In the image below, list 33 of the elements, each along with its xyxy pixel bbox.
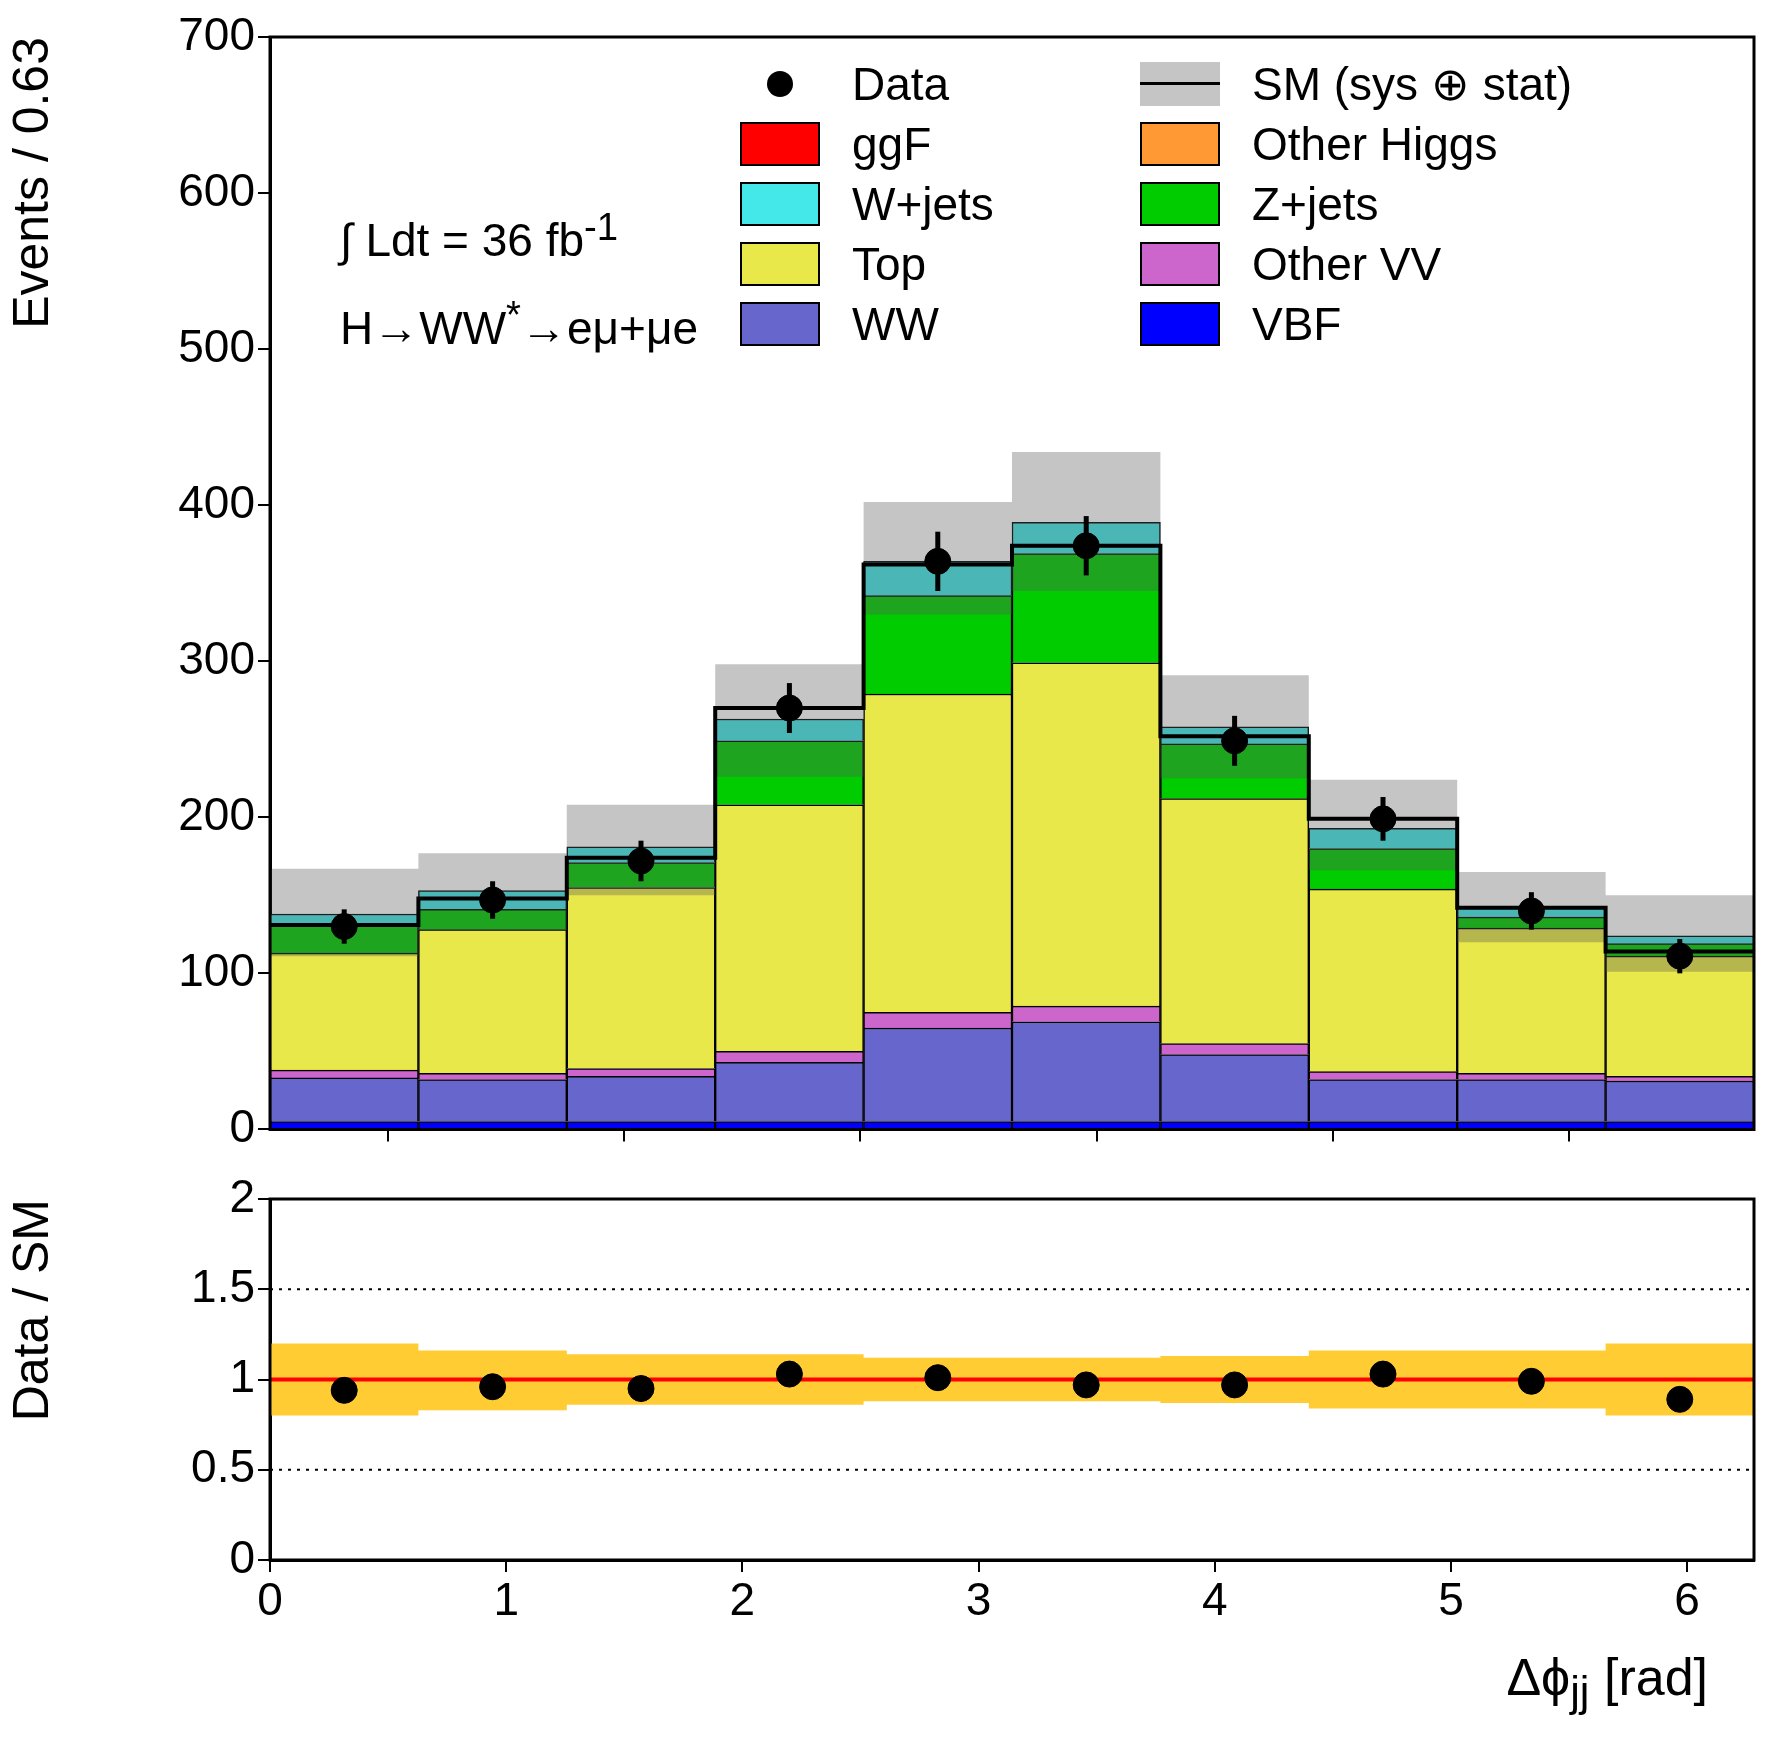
legend-label: ggF (852, 117, 932, 171)
y-tick-label: 0.5 (191, 1440, 255, 1493)
y-tick-label: 1.5 (191, 1259, 255, 1312)
annotation: H→WW$^{*}$→eμ+μe (340, 293, 699, 356)
y-tick-label: 2 (229, 1169, 255, 1222)
legend-label: VBF (1252, 297, 1342, 351)
x-tick-label: 3 (965, 1573, 992, 1626)
y-tick-label: 100 (178, 944, 255, 997)
y-tick-label: 700 (178, 7, 255, 60)
legend-label: Z+jets (1252, 177, 1379, 231)
y-tick-label: 500 (178, 319, 255, 372)
x-tick-label: 2 (729, 1573, 756, 1626)
y-tick-label: 400 (178, 475, 255, 528)
x-tick-label: 6 (1674, 1573, 1700, 1626)
y-tick-label: 600 (178, 163, 255, 216)
x-tick-label: 4 (1201, 1573, 1228, 1626)
legend-label: Data (852, 57, 950, 111)
legend-label: W+jets (852, 177, 994, 231)
y-tick-label: 0 (229, 1530, 255, 1583)
y-axis-title: Events / 0.63 (2, 37, 59, 329)
legend-label: SM (sys ⊕ stat) (1252, 57, 1573, 111)
x-tick-label: 5 (1438, 1573, 1464, 1626)
x-tick-label: 1 (493, 1573, 519, 1626)
legend-label: Other Higgs (1252, 117, 1498, 171)
y-tick-label: 0 (229, 1100, 255, 1153)
x-axis-title: Δϕ$_{jj}$ [rad] (1506, 1647, 1708, 1717)
legend-label: WW (852, 297, 939, 351)
y-tick-label: 300 (178, 631, 255, 684)
y-tick-label: 1 (229, 1350, 255, 1403)
legend-label: Top (852, 237, 927, 291)
y-tick-label: 200 (178, 787, 255, 840)
y-axis-title: Data / SM (2, 1199, 59, 1422)
legend-label: Other VV (1252, 237, 1442, 291)
